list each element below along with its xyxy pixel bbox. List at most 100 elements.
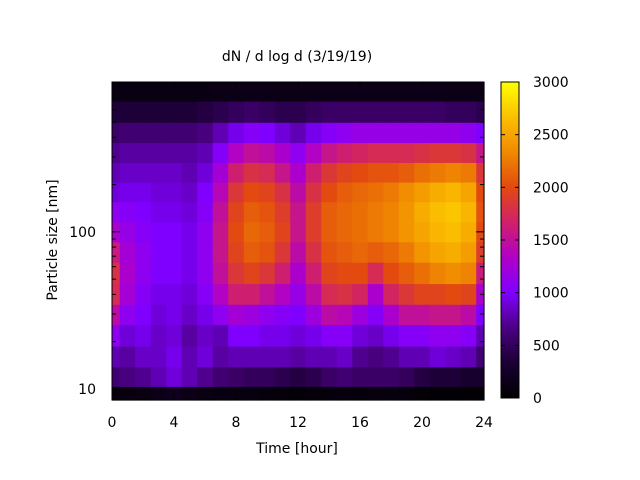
heatmap-cell bbox=[321, 366, 338, 387]
heatmap-cell bbox=[414, 122, 431, 144]
heatmap-cell bbox=[274, 262, 291, 285]
heatmap-cell bbox=[429, 122, 446, 144]
heatmap-cell bbox=[119, 386, 136, 401]
heatmap-cell bbox=[383, 122, 400, 144]
heatmap-cell bbox=[445, 386, 462, 401]
heatmap-cell bbox=[112, 304, 121, 326]
heatmap-cell bbox=[398, 122, 415, 144]
heatmap-cell bbox=[336, 241, 353, 263]
heatmap-cell bbox=[197, 82, 214, 102]
heatmap-cell bbox=[274, 386, 291, 401]
heatmap-cell bbox=[321, 122, 338, 144]
heatmap-cell bbox=[305, 346, 322, 368]
heatmap-cell bbox=[181, 304, 198, 326]
heatmap-cell bbox=[274, 283, 291, 305]
heatmap-cell bbox=[414, 366, 431, 387]
heatmap-cell bbox=[414, 181, 431, 203]
x-tick-label: 0 bbox=[108, 415, 117, 431]
heatmap-cell bbox=[112, 283, 121, 305]
heatmap-cell bbox=[445, 181, 462, 203]
heatmap-cell bbox=[197, 386, 214, 401]
heatmap-cell bbox=[290, 346, 307, 368]
heatmap-cell bbox=[336, 101, 353, 123]
heatmap-cell bbox=[119, 122, 136, 144]
heatmap-cell bbox=[259, 122, 276, 144]
x-tick-label: 16 bbox=[351, 415, 369, 431]
heatmap-cell bbox=[243, 241, 260, 263]
heatmap-cell bbox=[150, 162, 167, 183]
heatmap-cell bbox=[305, 201, 322, 223]
heatmap-cell bbox=[181, 283, 198, 305]
heatmap-cell bbox=[321, 142, 338, 163]
heatmap-cell bbox=[290, 162, 307, 183]
heatmap-cell bbox=[119, 142, 136, 163]
heatmap-cell bbox=[243, 142, 260, 163]
heatmap-cell bbox=[321, 283, 338, 305]
heatmap-cell bbox=[135, 346, 152, 368]
heatmap-cell bbox=[367, 386, 384, 401]
heatmap-cell bbox=[228, 101, 245, 123]
heatmap-cell bbox=[228, 142, 245, 163]
heatmap-cell bbox=[243, 262, 260, 285]
heatmap-cell bbox=[166, 283, 183, 305]
heatmap-cell bbox=[367, 366, 384, 387]
heatmap-cell bbox=[352, 283, 369, 305]
heatmap-cell bbox=[398, 262, 415, 285]
heatmap-cell bbox=[150, 201, 167, 223]
colorbar-tick-label: 2000 bbox=[533, 180, 569, 196]
heatmap-cell bbox=[197, 201, 214, 223]
heatmap-cell bbox=[429, 162, 446, 183]
heatmap-cell bbox=[383, 346, 400, 368]
heatmap-cell bbox=[476, 262, 485, 285]
heatmap-cell bbox=[181, 324, 198, 347]
heatmap-cell bbox=[476, 304, 485, 326]
heatmap-cell bbox=[336, 142, 353, 163]
heatmap-cell bbox=[414, 262, 431, 285]
heatmap-cell bbox=[135, 181, 152, 203]
heatmap-cell bbox=[367, 221, 384, 243]
heatmap-cell bbox=[212, 324, 229, 347]
heatmap-cell bbox=[305, 386, 322, 401]
heatmap-cell bbox=[259, 162, 276, 183]
heatmap-cell bbox=[476, 346, 485, 368]
heatmap-cell bbox=[290, 181, 307, 203]
heatmap-cell bbox=[259, 82, 276, 102]
heatmap-cell bbox=[274, 181, 291, 203]
heatmap-cell bbox=[228, 162, 245, 183]
heatmap-cell bbox=[259, 324, 276, 347]
heatmap-cell bbox=[476, 142, 485, 163]
heatmap-cell bbox=[197, 366, 214, 387]
heatmap-cell bbox=[460, 346, 477, 368]
heatmap-cell bbox=[460, 201, 477, 223]
heatmap-cell bbox=[181, 201, 198, 223]
heatmap-cell bbox=[398, 366, 415, 387]
colorbar-tick-label: 2500 bbox=[533, 128, 569, 144]
heatmap-cell bbox=[259, 283, 276, 305]
heatmap-cell bbox=[274, 304, 291, 326]
heatmap-cell bbox=[197, 262, 214, 285]
heatmap-cell bbox=[352, 101, 369, 123]
heatmap-cell bbox=[476, 82, 485, 102]
heatmap-cell bbox=[290, 142, 307, 163]
heatmap-cell bbox=[414, 82, 431, 102]
heatmap-cell bbox=[274, 142, 291, 163]
heatmap-cell bbox=[212, 241, 229, 263]
heatmap-cell bbox=[321, 221, 338, 243]
heatmap-cell bbox=[383, 162, 400, 183]
heatmap-cell bbox=[181, 241, 198, 263]
heatmap-cell bbox=[383, 304, 400, 326]
heatmap-cell bbox=[243, 304, 260, 326]
heatmap-cell bbox=[150, 304, 167, 326]
heatmap-cell bbox=[321, 82, 338, 102]
heatmap-cell bbox=[119, 101, 136, 123]
heatmap-cell bbox=[290, 262, 307, 285]
heatmap-cell bbox=[112, 162, 121, 183]
heatmap-cell bbox=[414, 162, 431, 183]
heatmap-cell bbox=[119, 283, 136, 305]
heatmap-cell bbox=[429, 142, 446, 163]
heatmap-cell bbox=[274, 122, 291, 144]
heatmap-cell bbox=[166, 262, 183, 285]
heatmap-cell bbox=[259, 241, 276, 263]
heatmap-cell bbox=[259, 201, 276, 223]
heatmap-cell bbox=[398, 101, 415, 123]
